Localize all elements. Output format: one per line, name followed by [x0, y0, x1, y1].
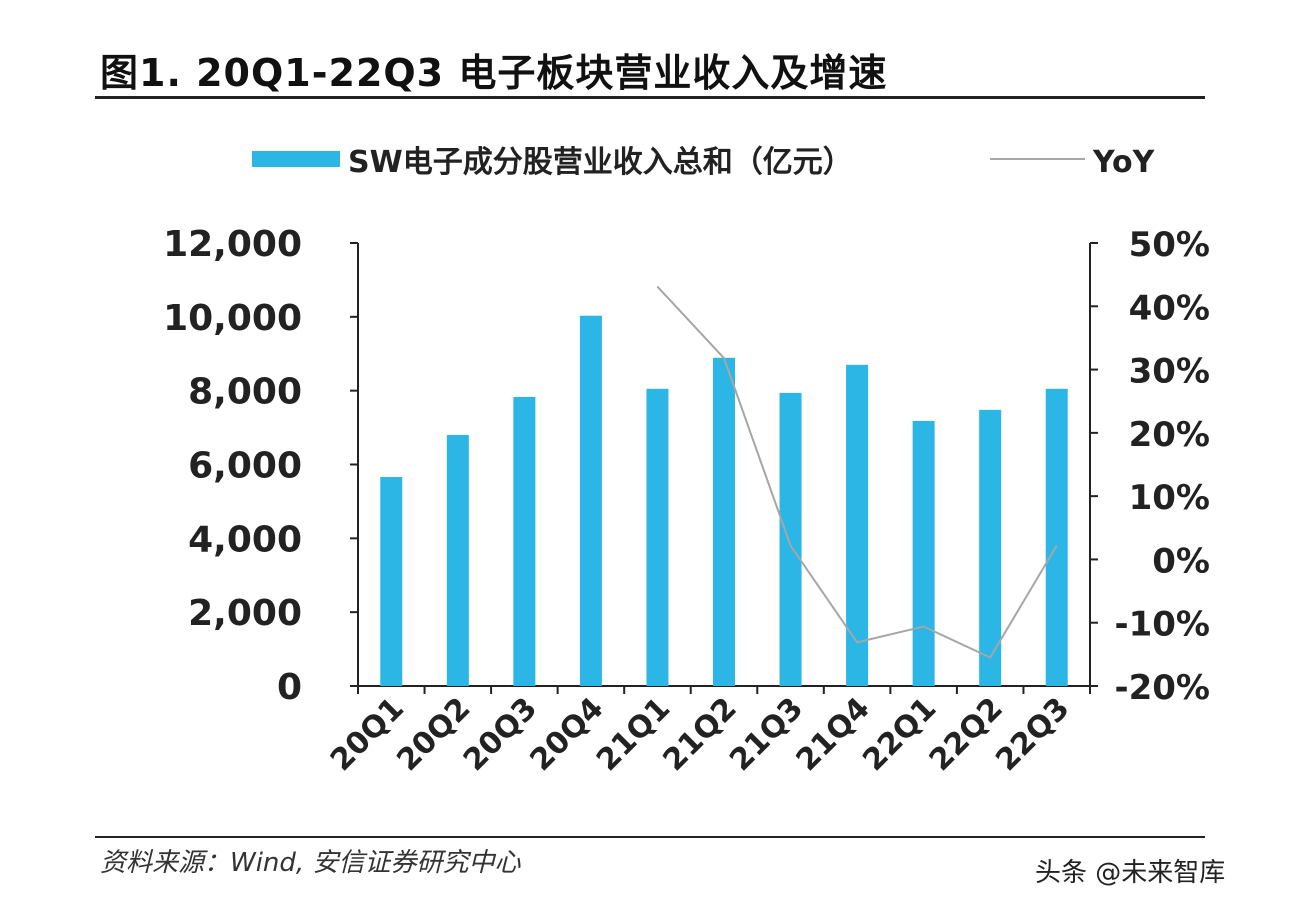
x-tick-label: 20Q1 [324, 691, 411, 778]
yoy-point-22Q3 [1056, 545, 1058, 547]
x-tick-label: 22Q1 [856, 691, 943, 778]
y-tick-label: 0 [277, 667, 302, 708]
y2-tick-label: 50% [1129, 225, 1210, 265]
bar-21Q2 [713, 357, 735, 686]
x-tick-label: 21Q2 [657, 691, 744, 778]
bar-21Q1 [646, 388, 669, 686]
x-tick-label: 20Q3 [457, 691, 544, 778]
y-tick-label: 2,000 [188, 593, 302, 634]
watermark: 头条 @未来智库 [1035, 858, 1226, 888]
y2-tick-label: 30% [1129, 352, 1210, 392]
yoy-point-21Q2 [723, 357, 725, 359]
y2-tick-label: 0% [1152, 541, 1210, 581]
x-tick-label: 22Q3 [989, 691, 1076, 778]
x-tick-label: 22Q2 [923, 691, 1010, 778]
bar-22Q1 [912, 420, 935, 686]
y2-tick-label: -10% [1115, 605, 1211, 645]
y2-tick-label: 10% [1129, 478, 1210, 518]
y2-tick-label: 40% [1129, 288, 1210, 328]
bar-22Q3 [1045, 388, 1068, 686]
legend-bar-swatch [252, 151, 340, 167]
y-tick-label: 6,000 [188, 446, 302, 487]
yoy-point-22Q2 [989, 657, 991, 659]
x-tick-label: 21Q4 [790, 691, 877, 778]
x-tick-label: 20Q2 [390, 691, 477, 778]
bar-20Q4 [579, 315, 602, 686]
x-tick-label: 20Q4 [524, 691, 611, 778]
chart-title: 图1. 20Q1-22Q3 电子板块营业收入及增速 [100, 51, 888, 95]
x-tick-label: 21Q3 [723, 691, 810, 778]
source-note: 资料来源：Wind, 安信证券研究中心 [100, 848, 521, 878]
bar-20Q2 [446, 434, 469, 686]
y-tick-label: 10,000 [163, 298, 302, 339]
legend-bar-label: SW电子成分股营业收入总和（亿元） [348, 145, 853, 180]
y2-tick-label: -20% [1115, 668, 1211, 708]
bar-21Q4 [846, 364, 869, 686]
yoy-point-21Q4 [856, 641, 858, 643]
bar-22Q2 [979, 409, 1002, 686]
title-divider [95, 96, 1205, 99]
x-tick-label: 21Q1 [590, 691, 677, 778]
bar-20Q3 [513, 396, 536, 686]
bar-21Q3 [779, 392, 802, 686]
y-tick-label: 8,000 [188, 372, 302, 413]
yoy-point-21Q1 [656, 286, 658, 288]
footer-divider [95, 836, 1205, 838]
bar-20Q1 [380, 477, 403, 686]
y-tick-label: 4,000 [188, 519, 302, 560]
yoy-point-22Q1 [923, 626, 925, 628]
yoy-point-21Q3 [790, 545, 792, 547]
legend-line-label: YoY [1092, 145, 1156, 180]
y-tick-label: 12,000 [163, 224, 302, 265]
y2-tick-label: 20% [1129, 415, 1210, 455]
